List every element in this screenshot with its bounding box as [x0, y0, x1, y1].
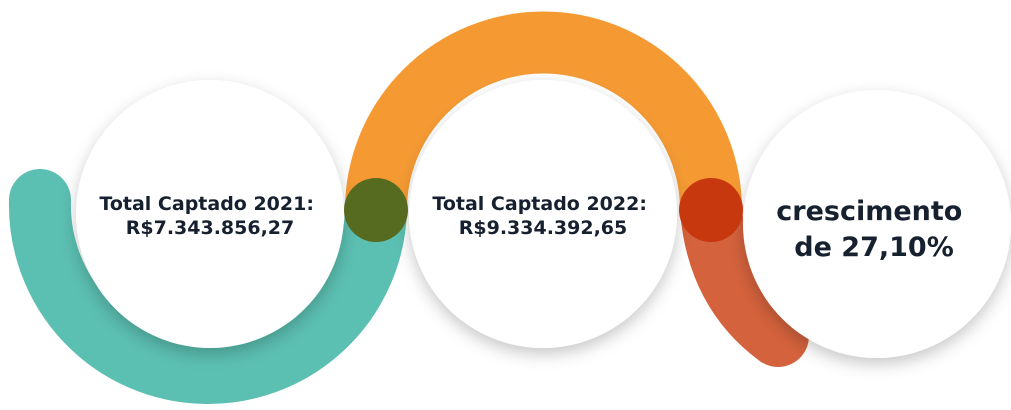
circle-2022	[409, 80, 677, 348]
label-2022: Total Captado 2022: R$9.334.392,65	[432, 193, 653, 239]
label-line: de 27,10%	[794, 232, 954, 263]
label-growth: crescimento de 27,10%	[776, 196, 972, 263]
overlap-red	[679, 178, 743, 242]
label-2021: Total Captado 2021: R$7.343.856,27	[99, 193, 320, 239]
label-line: Total Captado 2022:	[432, 193, 647, 215]
overlap-green	[344, 178, 408, 242]
label-line: R$7.343.856,27	[126, 217, 295, 239]
label-line: crescimento	[776, 196, 962, 227]
circle-growth	[743, 90, 1011, 358]
teal-arc	[8, 169, 407, 405]
orange-arc	[345, 11, 742, 211]
label-line: Total Captado 2021:	[99, 193, 314, 215]
label-line: R$9.334.392,65	[459, 217, 628, 239]
circle-2021	[76, 80, 344, 348]
